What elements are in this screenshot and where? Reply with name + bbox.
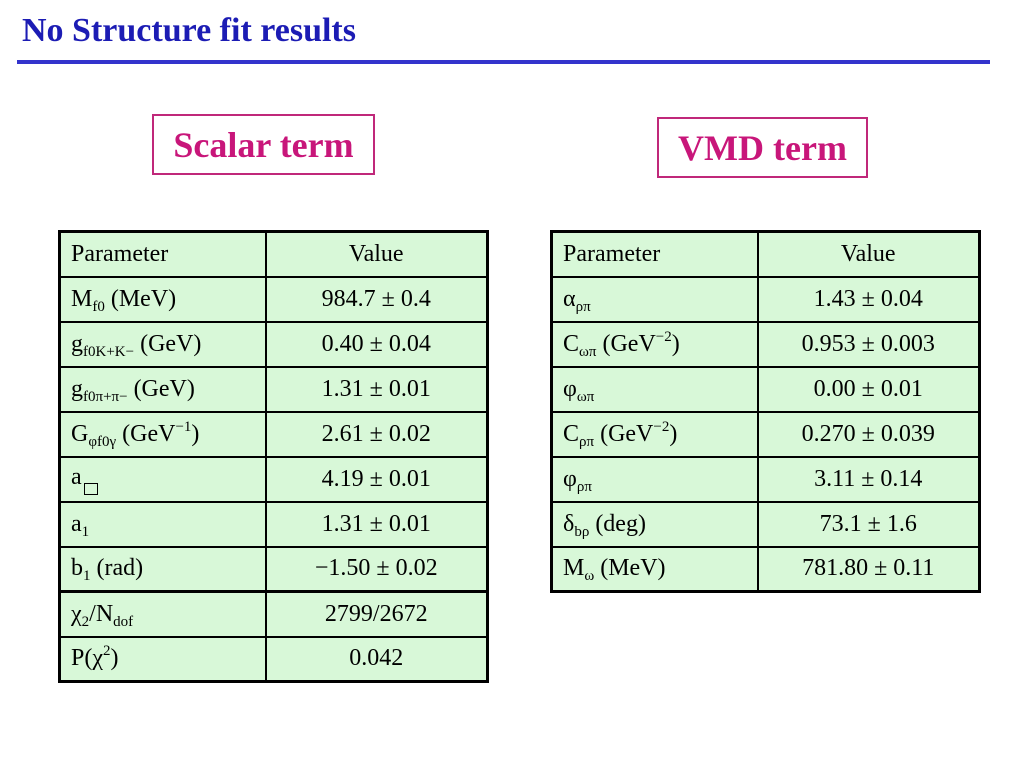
table-row: Cωπ (GeV−2) 0.953 ± 0.003 [550,320,981,368]
table-row: P(χ2) 0.042 [58,635,489,683]
parameter-cell: Mf0 (MeV) [58,275,267,323]
table-header-row: Parameter Value [58,230,489,278]
table-header-row: Parameter Value [550,230,981,278]
table-row: χ2/Ndof 2799/2672 [58,590,489,638]
parameter-cell: φωπ [550,365,759,413]
value-cell: 73.1 ± 1.6 [756,500,981,548]
parameter-cell: a [58,455,267,503]
page-title: No Structure fit results [22,12,356,49]
table-row: φωπ 0.00 ± 0.01 [550,365,981,413]
parameter-cell: gf0π+π− (GeV) [58,365,267,413]
table-row: gf0K+K− (GeV) 0.40 ± 0.04 [58,320,489,368]
parameter-cell: Cωπ (GeV−2) [550,320,759,368]
parameter-cell: φρπ [550,455,759,503]
value-cell: 984.7 ± 0.4 [264,275,489,323]
table-row: a1 1.31 ± 0.01 [58,500,489,548]
value-cell: 1.31 ± 0.01 [264,365,489,413]
parameter-cell: Gφf0γ (GeV−1) [58,410,267,458]
scalar-parameter-table: Parameter Value Mf0 (MeV) 984.7 ± 0.4 gf… [58,230,489,683]
vmd-term-label: VMD term [657,117,868,178]
value-cell: −1.50 ± 0.02 [264,545,489,593]
header-value: Value [264,230,489,278]
table-row: Mω (MeV) 781.80 ± 0.11 [550,545,981,593]
value-cell: 0.042 [264,635,489,683]
parameter-cell: αρπ [550,275,759,323]
scalar-term-label: Scalar term [152,114,375,175]
value-cell: 1.43 ± 0.04 [756,275,981,323]
parameter-cell: gf0K+K− (GeV) [58,320,267,368]
value-cell: 4.19 ± 0.01 [264,455,489,503]
parameter-cell: Mω (MeV) [550,545,759,593]
value-cell: 0.953 ± 0.003 [756,320,981,368]
table-row: Gφf0γ (GeV−1) 2.61 ± 0.02 [58,410,489,458]
parameter-cell: χ2/Ndof [58,590,267,638]
table-row: Mf0 (MeV) 984.7 ± 0.4 [58,275,489,323]
vmd-parameter-table: Parameter Value αρπ 1.43 ± 0.04 Cωπ (GeV… [550,230,981,593]
missing-glyph-icon [83,482,98,495]
value-cell: 0.00 ± 0.01 [756,365,981,413]
parameter-cell: a1 [58,500,267,548]
value-cell: 2799/2672 [264,590,489,638]
parameter-cell: b1 (rad) [58,545,267,593]
header-value: Value [756,230,981,278]
table-row: φρπ 3.11 ± 0.14 [550,455,981,503]
value-cell: 781.80 ± 0.11 [756,545,981,593]
value-cell: 1.31 ± 0.01 [264,500,489,548]
parameter-cell: P(χ2) [58,635,267,683]
header-parameter: Parameter [550,230,759,278]
header-parameter: Parameter [58,230,267,278]
value-cell: 3.11 ± 0.14 [756,455,981,503]
parameter-cell: δbρ (deg) [550,500,759,548]
table-row: a 4.19 ± 0.01 [58,455,489,503]
table-row: δbρ (deg) 73.1 ± 1.6 [550,500,981,548]
table-row: αρπ 1.43 ± 0.04 [550,275,981,323]
title-divider [17,60,990,64]
value-cell: 0.40 ± 0.04 [264,320,489,368]
value-cell: 2.61 ± 0.02 [264,410,489,458]
table-row: gf0π+π− (GeV) 1.31 ± 0.01 [58,365,489,413]
value-cell: 0.270 ± 0.039 [756,410,981,458]
table-row: Cρπ (GeV−2) 0.270 ± 0.039 [550,410,981,458]
table-row: b1 (rad) −1.50 ± 0.02 [58,545,489,593]
parameter-cell: Cρπ (GeV−2) [550,410,759,458]
